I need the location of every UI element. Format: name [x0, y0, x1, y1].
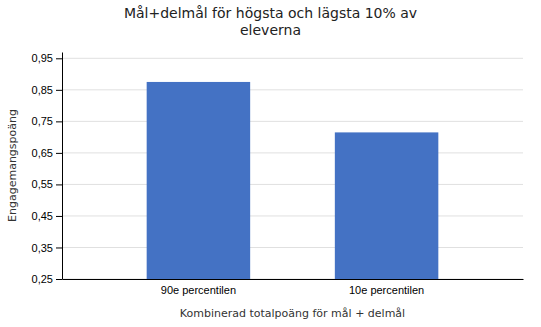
grid-line	[62, 184, 523, 185]
grid-line	[62, 121, 523, 122]
y-axis-line	[62, 53, 63, 280]
y-tick: 0,75	[32, 115, 62, 127]
x-axis: 90e percentilen 10e percentilen	[63, 280, 524, 296]
y-tick-label: 0,35	[32, 241, 53, 253]
grid-line	[62, 58, 523, 59]
title-line: Mål+delmål för högsta och lägsta 10% av	[124, 5, 417, 21]
title: Mål+delmål för högsta och lägsta 10% ave…	[124, 5, 417, 38]
y-axis: 0,25 0,35 0,45 0,55 0,65 0,75 0,85 0,95	[32, 52, 63, 285]
bar	[147, 82, 250, 279]
y-tick-mark	[56, 279, 62, 280]
x-axis-line	[63, 279, 524, 280]
y-tick-mark	[56, 121, 62, 122]
plot: 0,25 0,35 0,45 0,55 0,65 0,75 0,85 0,95 90e perc…	[32, 52, 524, 327]
title-line: eleverna	[240, 22, 301, 38]
x-tick: 10e percentilen	[349, 284, 424, 296]
x-tick-label: 10e percentilen	[349, 284, 424, 296]
y-tick: 0,85	[32, 84, 62, 96]
bars	[147, 82, 439, 279]
y-tick-mark	[56, 58, 62, 59]
x-axis-title: Kombinerad totalpoäng för mål + delmål	[180, 307, 405, 320]
y-tick-mark	[56, 153, 62, 154]
y-tick: 0,65	[32, 147, 62, 159]
grid	[62, 58, 523, 279]
y-tick-label: 0,65	[32, 147, 53, 159]
y-tick-label: 0,85	[32, 84, 53, 96]
grid-line	[62, 152, 523, 153]
y-tick: 0,45	[32, 210, 62, 222]
chart: 0,25 0,35 0,45 0,55 0,65 0,75 0,85 0,95 90e perc…	[0, 0, 541, 327]
y-tick-mark	[56, 247, 62, 248]
y-tick-label: 0,45	[32, 210, 53, 222]
y-tick-label: 0,55	[32, 178, 53, 190]
y-tick-label: 0,95	[32, 52, 53, 64]
y-tick-mark	[56, 90, 62, 91]
grid-line	[62, 215, 523, 216]
x-tick-label: 90e percentilen	[161, 284, 236, 296]
y-tick: 0,35	[32, 241, 62, 253]
y-tick-label: 0,75	[32, 115, 53, 127]
y-tick-mark	[56, 216, 62, 217]
bar	[335, 132, 438, 279]
y-tick-mark	[56, 184, 62, 185]
y-tick: 0,95	[32, 52, 62, 64]
grid-line	[62, 279, 523, 280]
grid-line	[62, 89, 523, 90]
y-tick-label: 0,25	[32, 273, 53, 285]
x-tick: 90e percentilen	[161, 284, 236, 296]
y-tick: 0,25	[32, 273, 62, 285]
y-tick: 0,55	[32, 178, 62, 190]
grid-line	[62, 247, 523, 248]
y-axis-title: Engagemangspoäng	[6, 109, 19, 222]
